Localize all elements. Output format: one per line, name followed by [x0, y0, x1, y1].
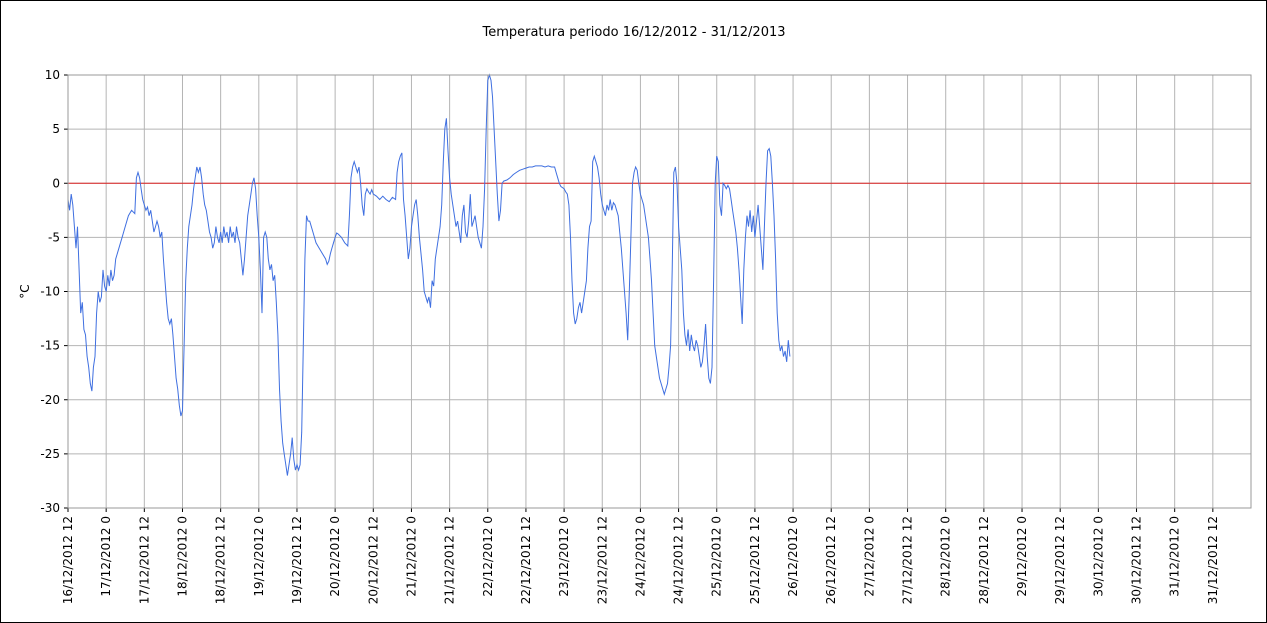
y-tick-label: -25: [40, 447, 60, 461]
x-tick-label: 27/12/2012 0: [862, 516, 876, 597]
x-tick-label: 28/12/2012 0: [939, 516, 953, 597]
x-tick-label: 23/12/2012 12: [595, 516, 609, 604]
y-tick-label: -10: [40, 285, 60, 299]
x-tick-label: 20/12/2012 12: [366, 516, 380, 604]
x-tick-label: 27/12/2012 12: [901, 516, 915, 604]
grid-lines: [64, 74, 1251, 512]
x-tick-label: 30/12/2012 12: [1130, 516, 1144, 604]
y-tick-label: -5: [48, 230, 60, 244]
x-tick-label: 18/12/2012 12: [214, 516, 228, 604]
x-tick-label: 28/12/2012 12: [977, 516, 991, 604]
x-tick-label: 24/12/2012 0: [633, 516, 647, 597]
x-tick-label: 22/12/2012 0: [481, 516, 495, 597]
temperature-series-line: [67, 73, 791, 476]
x-tick-label: 19/12/2012 0: [252, 516, 266, 597]
y-tick-label: -20: [40, 393, 60, 407]
y-tick-label: -30: [40, 501, 60, 515]
y-tick-label: 10: [45, 68, 60, 82]
x-tick-label: 25/12/2012 0: [710, 516, 724, 597]
x-tick-label: 17/12/2012 0: [99, 516, 113, 597]
chart-title: Temperatura periodo 16/12/2012 - 31/12/2…: [481, 25, 785, 40]
plot-area-border: [67, 74, 1252, 509]
x-tick-label: 20/12/2012 0: [328, 516, 342, 597]
y-tick-label: 5: [52, 122, 60, 136]
x-tick-label: 21/12/2012 12: [443, 516, 457, 604]
x-tick-label: 25/12/2012 12: [748, 516, 762, 604]
y-tick-label: 0: [52, 176, 60, 190]
x-tick-label: 16/12/2012 12: [61, 516, 75, 604]
y-axis-label: °C: [18, 284, 32, 298]
x-tick-label: 26/12/2012 12: [824, 516, 838, 604]
x-tick-label: 19/12/2012 12: [290, 516, 304, 604]
x-tick-label: 30/12/2012 0: [1091, 516, 1105, 597]
x-tick-label: 31/12/2012 12: [1206, 516, 1220, 604]
x-tick-label: 29/12/2012 0: [1015, 516, 1029, 597]
y-axis-ticks: 10 5 0 -5 -10 -15 -20 -25 -30: [40, 68, 60, 515]
y-tick-label: -15: [40, 339, 60, 353]
x-tick-label: 26/12/2012 0: [786, 516, 800, 597]
x-tick-label: 22/12/2012 12: [519, 516, 533, 604]
x-axis-ticks: 16/12/2012 12 17/12/2012 0 17/12/2012 12 18…: [61, 516, 1220, 604]
x-tick-label: 24/12/2012 12: [672, 516, 686, 604]
x-tick-label: 29/12/2012 12: [1053, 516, 1067, 604]
x-tick-label: 21/12/2012 0: [404, 516, 418, 597]
x-tick-label: 23/12/2012 0: [557, 516, 571, 597]
x-tick-label: 31/12/2012 0: [1168, 516, 1182, 597]
x-tick-label: 17/12/2012 12: [137, 516, 151, 604]
x-tick-label: 18/12/2012 0: [175, 516, 189, 597]
